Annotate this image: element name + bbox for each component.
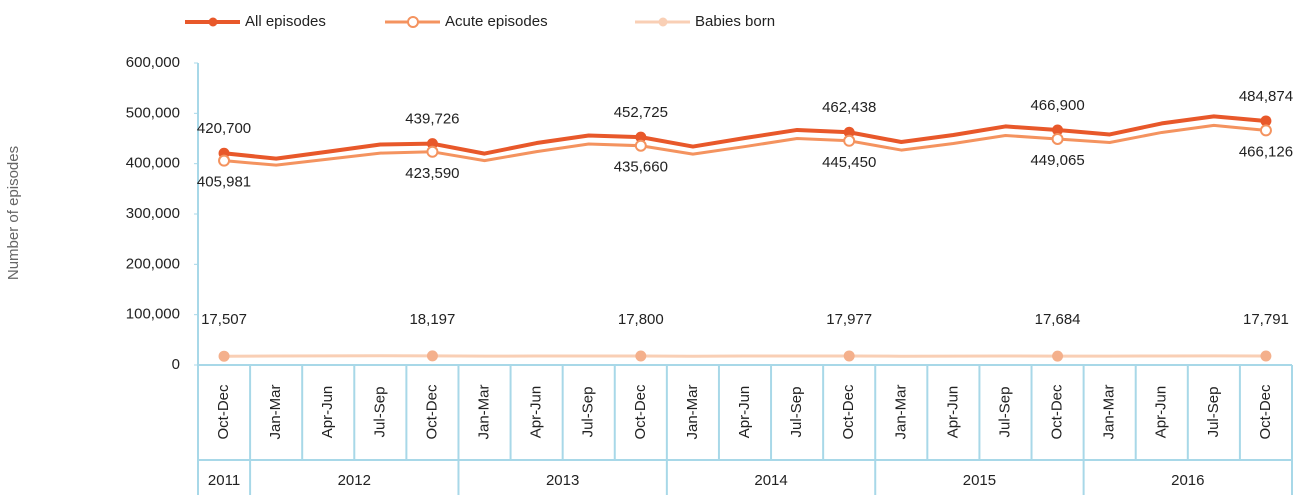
x-tick-label: Apr-Jun <box>319 386 336 439</box>
data-label: 17,977 <box>826 311 872 328</box>
data-point <box>843 134 856 147</box>
data-label: 17,800 <box>618 311 664 328</box>
data-label: 445,450 <box>822 154 876 171</box>
data-point <box>426 350 438 362</box>
data-point <box>1260 350 1272 362</box>
data-label: 466,126 <box>1239 143 1293 160</box>
data-label: 405,981 <box>197 174 251 191</box>
year-label: 2016 <box>1171 472 1204 489</box>
data-point <box>218 350 230 362</box>
data-label: 420,700 <box>197 120 251 137</box>
y-tick-label: 100,000 <box>126 306 180 323</box>
data-point <box>635 350 647 362</box>
x-tick-label: Apr-Jun <box>528 386 545 439</box>
y-tick-label: 400,000 <box>126 155 180 172</box>
data-point <box>1260 115 1272 127</box>
x-tick-label: Jan-Mar <box>892 384 909 439</box>
legend-marker <box>407 16 419 28</box>
data-point <box>218 154 231 167</box>
data-label: 449,065 <box>1030 152 1084 169</box>
data-point <box>1052 350 1064 362</box>
x-tick-label: Oct-Dec <box>423 384 440 440</box>
year-label: 2013 <box>546 472 579 489</box>
x-tick-label: Jul-Sep <box>580 387 597 438</box>
x-tick-label: Apr-Jun <box>1153 386 1170 439</box>
legend-label: All episodes <box>245 13 326 30</box>
data-label: 423,590 <box>405 165 459 182</box>
x-tick-label: Oct-Dec <box>1257 384 1274 440</box>
data-label: 17,507 <box>201 311 247 328</box>
series-line <box>223 123 1267 167</box>
data-point <box>634 139 647 152</box>
x-tick-label: Apr-Jun <box>944 386 961 439</box>
data-label: 435,660 <box>614 159 668 176</box>
x-tick-label: Jan-Mar <box>1101 384 1118 439</box>
data-label: 466,900 <box>1030 97 1084 114</box>
y-tick-label: 600,000 <box>126 54 180 71</box>
data-label: 484,874 <box>1239 88 1293 105</box>
data-point <box>843 350 855 362</box>
legend-marker <box>658 17 668 27</box>
y-tick-label: 500,000 <box>126 104 180 121</box>
legend-label: Acute episodes <box>445 13 548 30</box>
x-tick-label: Oct-Dec <box>840 384 857 440</box>
year-label: 2015 <box>963 472 996 489</box>
x-tick-label: Apr-Jun <box>736 386 753 439</box>
y-tick-label: 300,000 <box>126 205 180 222</box>
data-label: 17,684 <box>1035 311 1081 328</box>
x-tick-label: Jan-Mar <box>684 384 701 439</box>
x-tick-label: Jan-Mar <box>267 384 284 439</box>
y-tick-label: 200,000 <box>126 255 180 272</box>
x-tick-label: Oct-Dec <box>632 384 649 440</box>
y-axis-label: Number of episodes <box>5 146 22 280</box>
x-tick-label: Jul-Sep <box>1205 387 1222 438</box>
year-label: 2014 <box>754 472 787 489</box>
x-tick-label: Jul-Sep <box>788 387 805 438</box>
x-tick-label: Jul-Sep <box>996 387 1013 438</box>
x-tick-label: Jul-Sep <box>371 387 388 438</box>
data-label: 439,726 <box>405 111 459 128</box>
x-tick-label: Oct-Dec <box>1049 384 1066 440</box>
data-label: 18,197 <box>409 311 455 328</box>
x-tick-label: Oct-Dec <box>215 384 232 440</box>
data-point <box>1051 132 1064 145</box>
legend-marker <box>208 17 218 27</box>
legend-label: Babies born <box>695 13 775 30</box>
data-label: 462,438 <box>822 99 876 116</box>
x-tick-label: Jan-Mar <box>475 384 492 439</box>
year-label: 2011 <box>208 472 240 489</box>
data-label: 17,791 <box>1243 311 1289 328</box>
data-label: 452,725 <box>614 104 668 121</box>
year-label: 2012 <box>338 472 371 489</box>
series-line <box>223 114 1267 161</box>
y-tick-label: 0 <box>172 356 180 373</box>
data-point <box>426 145 439 158</box>
data-point <box>1259 124 1272 137</box>
